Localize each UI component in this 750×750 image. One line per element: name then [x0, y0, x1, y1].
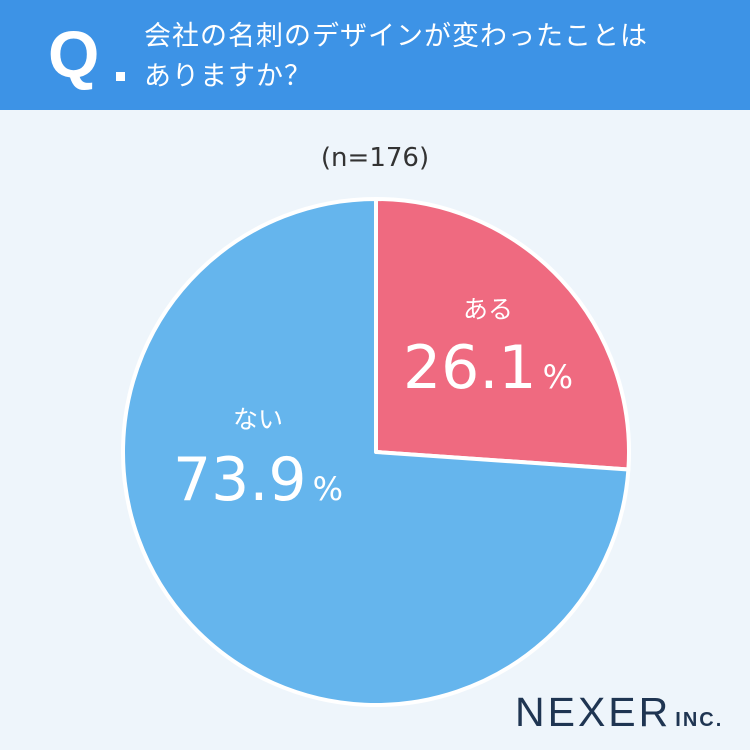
slice-name-label: ある [463, 295, 513, 324]
q-dot [116, 72, 125, 81]
question-line-2: ありますか？ [144, 61, 312, 92]
company-logo: NEXER INC. [515, 690, 723, 742]
question-line-1: 会社の名刺のデザインが変わったことは [144, 21, 648, 52]
slice-name-label: ない [233, 405, 283, 434]
logo-main: NEXER [515, 689, 672, 735]
slice-value-label: 73.9% [173, 445, 343, 515]
question-header: Q 会社の名刺のデザインが変わったことは ありますか？ [0, 0, 750, 110]
slice-value-label: 26.1% [403, 333, 573, 403]
sample-size: (n=176) [320, 143, 430, 173]
question-text: 会社の名刺のデザインが変わったことは ありますか？ [144, 17, 734, 97]
pie-slice-aru [374, 197, 631, 472]
logo-sub: INC. [675, 709, 724, 731]
q-mark: Q [48, 17, 100, 91]
pie-slice-nai [121, 197, 631, 707]
